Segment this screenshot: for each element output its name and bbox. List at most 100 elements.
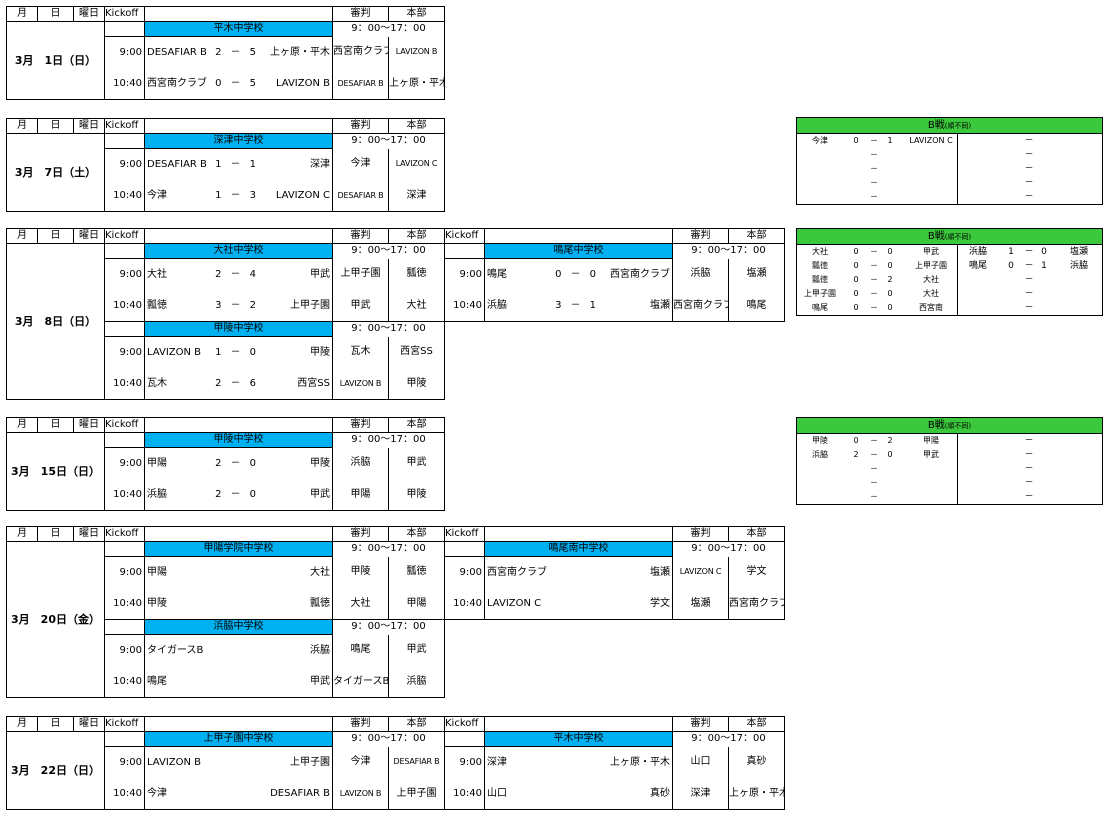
b-result-cell: － bbox=[796, 148, 958, 162]
team-home: 西宮南クラブ bbox=[487, 566, 547, 578]
score-away bbox=[246, 676, 260, 688]
team-home: 今津 bbox=[147, 787, 167, 799]
b-score-sep: － bbox=[870, 303, 878, 312]
b-result-cell: － bbox=[957, 490, 1103, 505]
score-away: 0 bbox=[249, 346, 256, 358]
b-result: － bbox=[959, 148, 1102, 162]
team-away: LAVIZON B bbox=[275, 77, 330, 89]
team-home: 甲陵 bbox=[147, 597, 167, 609]
b-league-box: B戦(順不同) 今津 0 － 1 LAVIZON C － － － － － － － － － bbox=[796, 117, 1103, 205]
match-cell: LAVIZON B 1 － 0 甲陵 bbox=[144, 336, 333, 368]
match-cell: 深津 上ヶ原・平木 bbox=[484, 746, 673, 778]
score-sep: － bbox=[570, 299, 581, 311]
b-score-sep: － bbox=[1024, 150, 1034, 160]
referee: 甲陵 bbox=[332, 556, 389, 588]
header-month: 月 bbox=[6, 118, 38, 134]
referee: 大社 bbox=[332, 588, 389, 620]
team-home: 西宮南クラブ bbox=[147, 77, 207, 89]
team-away: 瓢徳 bbox=[310, 597, 330, 609]
venue-hours: 9：00～17：00 bbox=[672, 541, 785, 557]
b-league-box: B戦(順不同) 大社 0 － 0 甲武 浜脇 1 － 0 塩瀬 瓢徳 0 － 0 上甲子園 鳴尾 0 － 1 浜脇 瓢徳 0… bbox=[796, 228, 1103, 316]
score-sep bbox=[228, 757, 244, 769]
referee: 上甲子園 bbox=[332, 258, 389, 290]
score-home bbox=[211, 598, 225, 610]
kickoff-time: 9:00 bbox=[104, 447, 145, 479]
b-result: 鳴尾 0 － 0 西宮南 bbox=[798, 301, 957, 315]
score-away: 2 bbox=[249, 299, 256, 311]
team-home: 深津 bbox=[487, 756, 507, 768]
b-league-note: (順不同) bbox=[944, 421, 972, 430]
match: 山口 真砂 bbox=[486, 787, 672, 800]
score-home bbox=[551, 567, 565, 579]
hq: 西宮SS bbox=[388, 336, 445, 368]
score-sep: － bbox=[570, 268, 581, 280]
header-blank bbox=[144, 417, 333, 433]
header-blank bbox=[484, 526, 673, 542]
b-team-away: 西宮南 bbox=[919, 303, 943, 312]
b-team-home: 浜脇 bbox=[812, 450, 828, 459]
hq: LAVIZON C bbox=[388, 148, 445, 180]
header-hq: 本部 bbox=[388, 716, 445, 732]
kickoff-blank bbox=[444, 243, 485, 259]
match-date: 3月 7日（土） bbox=[6, 133, 105, 212]
referee: LAVIZON B bbox=[332, 368, 389, 400]
b-result: 瓢徳 0 － 2 大社 bbox=[798, 273, 957, 287]
b-result: 今津 0 － 1 LAVIZON C bbox=[798, 134, 957, 148]
b-score-home: 0 bbox=[853, 261, 859, 270]
match-date: 3月 1日（日） bbox=[6, 21, 105, 100]
team-home: 山口 bbox=[487, 787, 507, 799]
b-result-cell: － bbox=[796, 490, 958, 505]
b-score-sep: － bbox=[870, 289, 878, 298]
b-score-sep: － bbox=[870, 450, 878, 459]
header-blank bbox=[144, 716, 333, 732]
kickoff-blank bbox=[104, 432, 145, 448]
score-sep: － bbox=[230, 488, 241, 500]
score-home: 0 bbox=[215, 77, 222, 89]
hq: LAVIZON B bbox=[388, 36, 445, 68]
b-team-away: 塩瀬 bbox=[1069, 247, 1088, 257]
team-away: 甲武 bbox=[310, 675, 330, 687]
day-block: 月日曜日 Kickoff 審判 本部 Kickoff 審判 本部 3月 20日（金） 甲陽学院中… bbox=[6, 526, 785, 698]
b-score-sep: － bbox=[870, 275, 878, 284]
team-away: 甲武 bbox=[310, 488, 330, 500]
match: 西宮南クラブ 0 － 5 LAVIZON B bbox=[146, 77, 332, 90]
b-result-cell: － bbox=[957, 176, 1103, 190]
match-cell: 瓦木 2 － 6 西宮SS bbox=[144, 368, 333, 400]
header-kickoff: Kickoff bbox=[104, 716, 145, 732]
hq: 甲陵 bbox=[388, 479, 445, 511]
score-sep: － bbox=[230, 189, 241, 201]
team-home: タイガースB bbox=[147, 644, 204, 656]
referee: 塩瀬 bbox=[672, 588, 729, 620]
b-result-cell: － bbox=[957, 162, 1103, 176]
match: 深津 上ヶ原・平木 bbox=[486, 756, 672, 769]
match: 西宮南クラブ 塩瀬 bbox=[486, 566, 672, 579]
team-home: 甲陽 bbox=[147, 457, 167, 469]
b-team-home: 鳴尾 bbox=[968, 261, 987, 271]
venue-name: 平木中学校 bbox=[484, 731, 673, 747]
b-result-cell: － bbox=[796, 190, 958, 205]
match-cell: 西宮南クラブ 0 － 5 LAVIZON B bbox=[144, 68, 333, 100]
score-home: 0 bbox=[555, 268, 562, 280]
b-result-cell: 甲陵 0 － 2 甲陽 bbox=[796, 433, 958, 448]
header-weekday: 曜日 bbox=[73, 6, 105, 22]
header-kickoff: Kickoff bbox=[104, 228, 145, 244]
score-home: 2 bbox=[215, 488, 222, 500]
match: 鳴尾 甲武 bbox=[146, 675, 332, 688]
referee: 山口 bbox=[672, 746, 729, 778]
b-score-away: 0 bbox=[887, 289, 893, 298]
score-sep: － bbox=[230, 346, 241, 358]
header-hq: 本部 bbox=[728, 716, 785, 732]
header-weekday: 曜日 bbox=[73, 228, 105, 244]
header-day: 日 bbox=[37, 6, 74, 22]
score-home bbox=[211, 788, 225, 800]
b-league-note: (順不同) bbox=[944, 121, 972, 130]
b-result: － bbox=[798, 162, 957, 176]
header-day: 日 bbox=[37, 118, 74, 134]
b-team-away: 甲陽 bbox=[923, 436, 939, 445]
b-score-sep: － bbox=[870, 150, 878, 159]
kickoff-time: 10:40 bbox=[104, 368, 145, 400]
score-away bbox=[246, 645, 260, 657]
hq: 瓢徳 bbox=[388, 556, 445, 588]
header-referee: 審判 bbox=[332, 526, 389, 542]
referee: 西宮南クラブ bbox=[672, 290, 729, 322]
